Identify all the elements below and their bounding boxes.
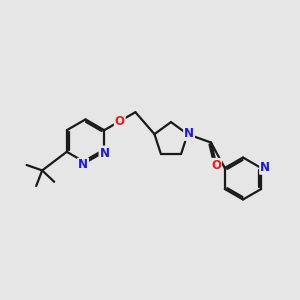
Text: N: N	[78, 158, 88, 172]
Text: N: N	[260, 161, 270, 174]
Text: N: N	[184, 127, 194, 140]
Text: N: N	[100, 146, 110, 160]
Text: O: O	[115, 115, 125, 128]
Text: O: O	[211, 159, 221, 172]
